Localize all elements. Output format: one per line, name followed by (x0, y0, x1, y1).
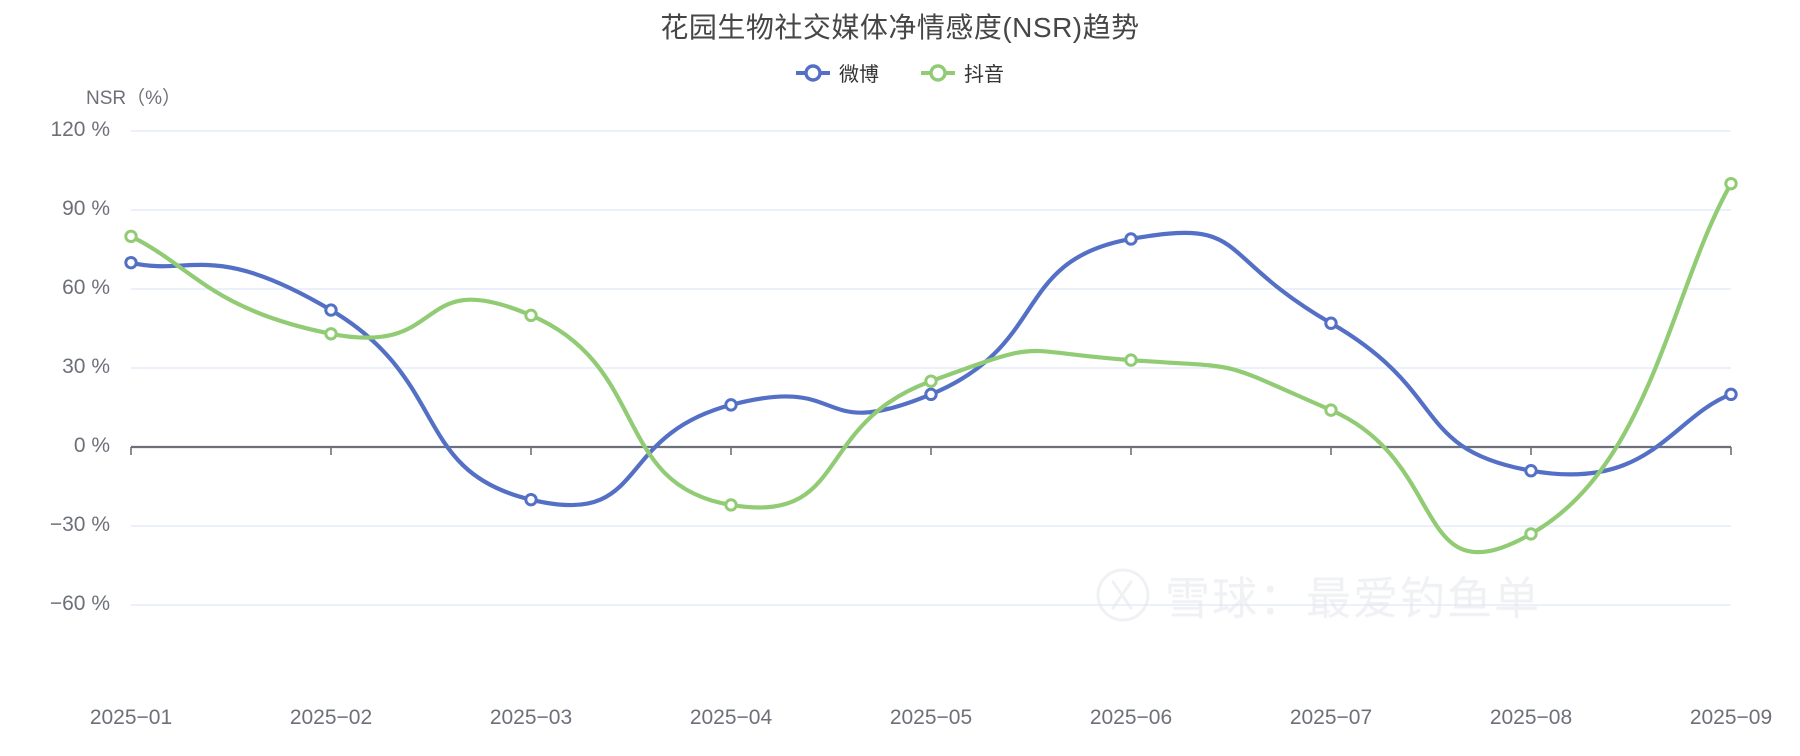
legend-item-label: 抖音 (964, 64, 1004, 86)
x-axis-tick-label: 2025−08 (1489, 706, 1573, 729)
y-axis-tick-label: −30 % (49, 513, 110, 536)
x-axis-tick-label: 2025−05 (889, 706, 973, 729)
y-axis-tick-label: −60 % (49, 592, 110, 615)
y-axis-tick-label: 60 % (62, 276, 110, 299)
x-axis-tick-label: 2025−04 (689, 706, 773, 729)
data-point[interactable] (924, 374, 938, 388)
data-point[interactable] (924, 387, 938, 402)
data-point[interactable] (724, 498, 738, 512)
data-point[interactable] (724, 398, 738, 412)
data-point[interactable] (1124, 353, 1138, 367)
x-axis-tick-label: 2025−06 (1089, 706, 1173, 729)
data-point[interactable] (1724, 176, 1738, 191)
legend-item-label: 微博 (839, 64, 879, 86)
page-title: 花园生物社交媒体净情感度(NSR)趋势 (660, 12, 1140, 43)
series-douyin (124, 176, 1738, 555)
y-axis-title: NSR（%） (86, 88, 182, 109)
data-point[interactable] (1524, 464, 1538, 478)
x-axis-tick-label: 2025−07 (1289, 706, 1373, 729)
y-axis-tick-label: 0 % (73, 434, 110, 457)
data-point[interactable] (1524, 527, 1538, 541)
series-layer (124, 176, 1738, 555)
x-axis-tick-label: 2025−02 (289, 706, 373, 729)
legend-item-weibo[interactable]: 微博 (796, 58, 879, 87)
series-line (128, 181, 1734, 555)
data-point[interactable] (1724, 387, 1738, 402)
x-axis-tick-label: 2025−01 (89, 706, 173, 729)
data-point[interactable] (324, 303, 338, 317)
line-marker-icon (921, 63, 955, 82)
chart-legend: 微博 抖音 (0, 58, 1800, 87)
x-axis-ticks (130, 447, 1732, 455)
data-point[interactable] (1124, 232, 1138, 246)
x-axis-tick-label: 2025−03 (489, 706, 573, 729)
y-axis-tick-label: 120 % (50, 118, 110, 141)
y-axis-tick-label: 90 % (62, 197, 110, 220)
x-axis-tick-label: 2025−09 (1689, 706, 1773, 729)
y-axis-tick-label: 30 % (62, 355, 110, 378)
data-point[interactable] (124, 229, 138, 244)
series-weibo (124, 230, 1738, 507)
data-point[interactable] (324, 327, 338, 341)
line-marker-icon (796, 63, 830, 82)
data-point[interactable] (524, 492, 538, 507)
series-line (128, 230, 1734, 507)
gridlines (131, 130, 1731, 606)
legend-item-douyin[interactable]: 抖音 (921, 58, 1004, 87)
data-point[interactable] (1324, 403, 1338, 417)
data-point[interactable] (124, 255, 138, 270)
data-point[interactable] (524, 308, 538, 323)
data-point[interactable] (1324, 316, 1338, 330)
